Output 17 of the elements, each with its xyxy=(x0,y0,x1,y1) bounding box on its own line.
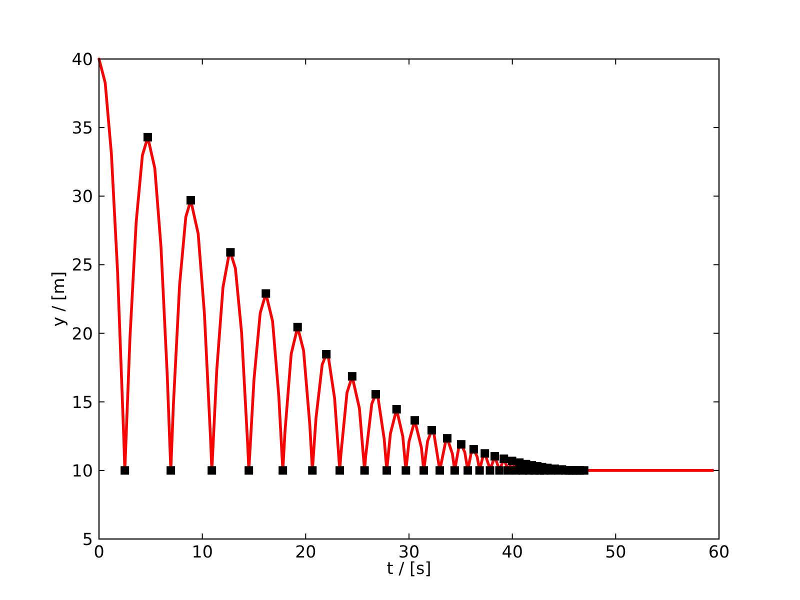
y-tick-label: 25 xyxy=(72,256,93,275)
x-tick-label: 40 xyxy=(502,542,523,562)
y-tick-label: 15 xyxy=(72,392,93,412)
x-tick-label: 0 xyxy=(94,542,104,562)
y-tick-label: 5 xyxy=(82,530,93,549)
y-tick-label: 30 xyxy=(72,187,93,206)
x-axis-title: t / [s] xyxy=(386,559,432,578)
x-tick-label: 60 xyxy=(708,542,730,562)
x-tick-label: 50 xyxy=(605,542,626,562)
y-tick-label: 20 xyxy=(72,324,93,344)
x-tick-label: 30 xyxy=(398,542,420,562)
y-tick-label: 10 xyxy=(72,461,93,480)
x-tick-label: 20 xyxy=(295,542,316,562)
y-tick-label: 40 xyxy=(72,50,93,69)
x-tick-label: 10 xyxy=(192,542,213,562)
y-axis-title: y / [m] xyxy=(49,271,68,327)
y-tick-label: 35 xyxy=(72,118,93,138)
